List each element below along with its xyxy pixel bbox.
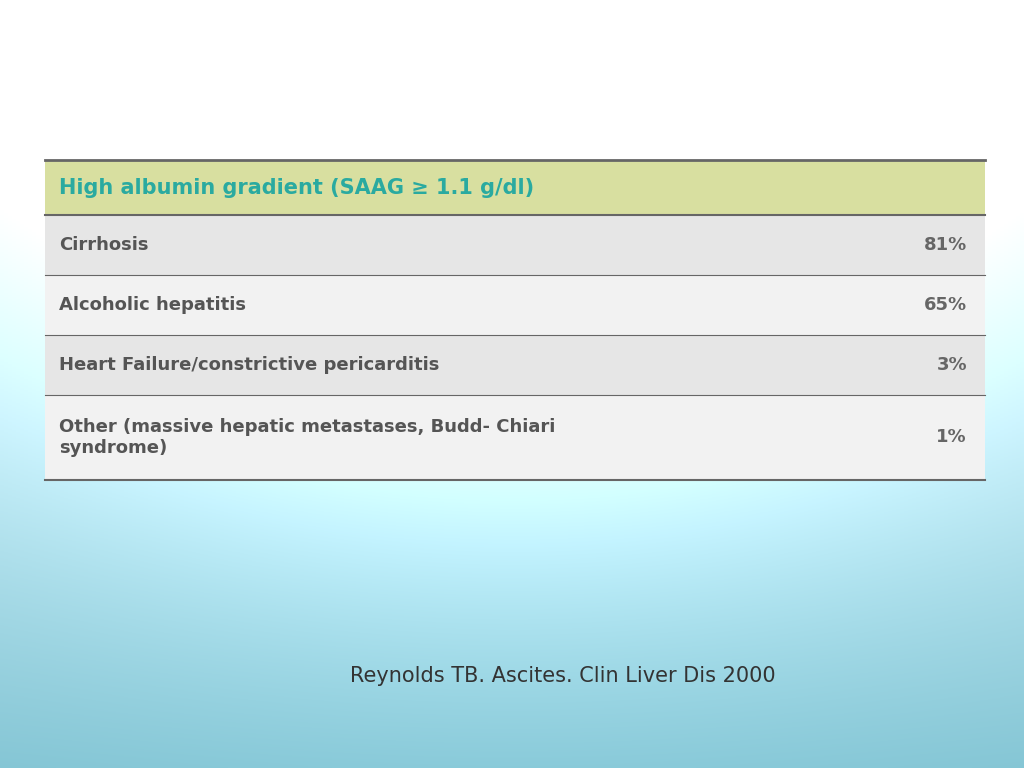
Text: Other (massive hepatic metastases, Budd- Chiari
syndrome): Other (massive hepatic metastases, Budd-… (59, 418, 555, 457)
Bar (45, 335, 985, 395)
Text: Heart Failure/constrictive pericarditis: Heart Failure/constrictive pericarditis (59, 356, 439, 374)
Bar (45, 160, 985, 215)
Text: 81%: 81% (924, 236, 967, 254)
Text: 65%: 65% (924, 296, 967, 314)
Text: 3%: 3% (936, 356, 967, 374)
Text: High albumin gradient (SAAG ≥ 1.1 g/dl): High albumin gradient (SAAG ≥ 1.1 g/dl) (59, 177, 535, 197)
Bar (45, 215, 985, 275)
Bar (45, 395, 985, 480)
Text: 1%: 1% (936, 429, 967, 446)
Text: Reynolds TB. Ascites. Clin Liver Dis 2000: Reynolds TB. Ascites. Clin Liver Dis 200… (350, 666, 776, 686)
Bar (45, 275, 985, 335)
Text: Alcoholic hepatitis: Alcoholic hepatitis (59, 296, 246, 314)
Text: Cirrhosis: Cirrhosis (59, 236, 148, 254)
